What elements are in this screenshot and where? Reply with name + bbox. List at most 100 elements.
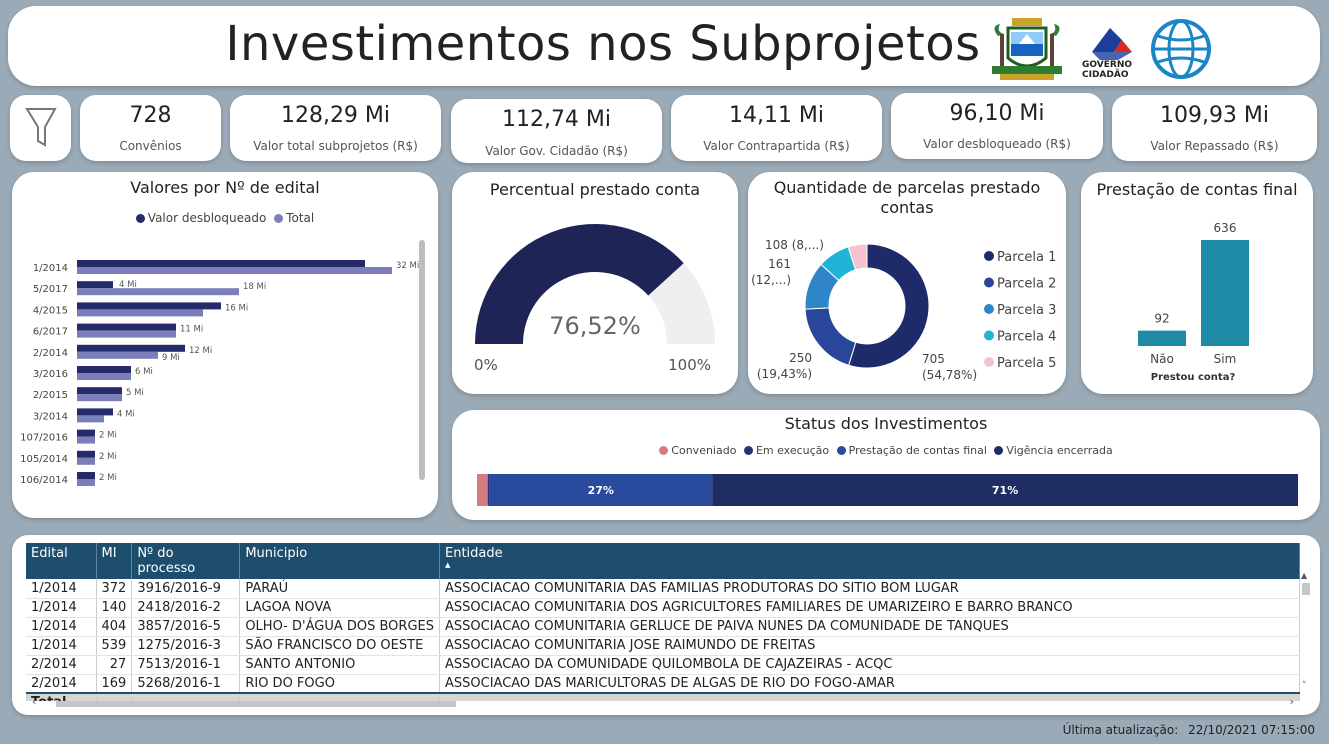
bar-total xyxy=(77,479,95,486)
scroll-thumb[interactable] xyxy=(1302,583,1310,595)
edital-chart-card: Valores por Nº de edital Valor desbloque… xyxy=(12,172,438,518)
legend-dot-vigencia xyxy=(994,446,1004,455)
legend-label-execucao: Em execução xyxy=(755,444,830,457)
donut-data-label: 705 xyxy=(922,352,945,366)
bar-data-label: 2 Mi xyxy=(99,431,117,441)
gauge-fill-arc xyxy=(475,224,684,344)
table-total-row: Total xyxy=(26,692,1300,701)
edital-category-label: 3/2014 xyxy=(33,411,68,422)
edital-category-label: 2/2014 xyxy=(33,348,68,359)
legend-dot xyxy=(984,357,994,367)
bar-total xyxy=(77,415,104,423)
final-bar xyxy=(1138,330,1186,346)
col-header-mi[interactable]: MI xyxy=(96,543,133,579)
sort-ascending-icon: ▲ xyxy=(444,561,451,569)
scroll-down-icon[interactable]: ˅ xyxy=(1302,681,1307,691)
table-vertical-scrollbar[interactable]: ▲ ˅ xyxy=(1301,571,1311,691)
table-row[interactable]: 1/2014 140 2418/2016-2 LAGOA NOVA ASSOCI… xyxy=(26,598,1300,618)
legend-label: Parcela 5 xyxy=(997,356,1056,371)
table-row[interactable]: 1/2014 372 3916/2016-9 PARAÚ ASSOCIACAO … xyxy=(26,579,1300,599)
data-table: Edital MI Nº do processo Municipio Entid… xyxy=(26,543,1300,701)
edital-category-label: 3/2016 xyxy=(33,369,68,380)
legend-dot-prestacao xyxy=(836,446,846,455)
table-viewport[interactable]: Edital MI Nº do processo Municipio Entid… xyxy=(26,543,1300,701)
legend-label: Parcela 4 xyxy=(997,330,1056,345)
final-bar-chart: 92 Não 636 Sim Prestou conta? xyxy=(1138,221,1249,383)
table-row[interactable]: 1/2014 539 1275/2016-3 SÃO FRANCISCO DO … xyxy=(26,636,1300,656)
legend-dot-conveniado xyxy=(659,446,669,455)
legend-dot xyxy=(984,251,994,261)
filter-button[interactable] xyxy=(10,95,71,161)
gauge-title: Percentual prestado conta xyxy=(489,180,701,199)
bar-data-label: 9 Mi xyxy=(162,353,180,363)
cell-municipio: SÃO FRANCISCO DO OESTE xyxy=(239,636,440,656)
bar-data-label: 11 Mi xyxy=(180,325,203,335)
gauge-value-label: 76,52% xyxy=(549,312,641,340)
legend-label-prestacao: Prestação de contas final xyxy=(848,444,987,457)
donut-data-label: (54,78%) xyxy=(922,368,977,382)
scroll-right-icon[interactable]: › xyxy=(1289,695,1294,708)
bar-desbloqueado xyxy=(77,472,95,479)
cell-processo: 5268/2016-1 xyxy=(131,674,241,694)
edital-category-label: 2/2015 xyxy=(33,390,68,401)
final-bar-value-label: 636 xyxy=(1214,221,1237,235)
kpi-value: 112,74 Mi xyxy=(501,107,612,132)
legend-dot xyxy=(984,304,994,314)
table-row[interactable]: 2/2014 27 7513/2016-1 SANTO ANTONIO ASSO… xyxy=(26,655,1300,675)
cell-mi: 404 xyxy=(96,617,133,637)
scroll-up-icon[interactable]: ▲ xyxy=(1301,571,1308,580)
bar-desbloqueado xyxy=(77,281,113,289)
edital-scrollbar[interactable] xyxy=(419,240,425,480)
edital-category-label: 107/2016 xyxy=(20,433,68,444)
col-header-processo[interactable]: Nº do processo xyxy=(131,543,241,579)
cell-processo: 7513/2016-1 xyxy=(131,655,241,675)
col-header-municipio[interactable]: Municipio xyxy=(239,543,440,579)
cell-mi: 140 xyxy=(96,598,133,618)
kpi-valor-gov: 112,74 Mi Valor Gov. Cidadão (R$) xyxy=(451,99,662,163)
status-data-label: 71% xyxy=(992,484,1018,497)
final-axis-label: Prestou conta? xyxy=(1151,372,1236,383)
cell-edital: 1/2014 xyxy=(26,579,97,599)
bar-total xyxy=(77,351,158,359)
donut-card: Quantidade de parcelas prestado contas 7… xyxy=(748,172,1066,394)
cell-entidade: ASSOCIACAO COMUNITARIA DOS AGRICULTORES … xyxy=(439,598,1300,618)
legend-dot-execucao xyxy=(743,446,753,455)
table-row[interactable]: 1/2014 404 3857/2016-5 OLHO- D'ÁGUA DOS … xyxy=(26,617,1300,637)
bar-desbloqueado xyxy=(77,344,185,352)
table-horizontal-scrollbar[interactable]: ‹ › xyxy=(26,695,1300,709)
cell-municipio: RIO DO FOGO xyxy=(239,674,440,694)
edital-category-label: 6/2017 xyxy=(33,327,68,338)
status-bar-segment xyxy=(489,474,713,506)
donut-slice xyxy=(847,243,868,271)
status-stacked-bar: 27% 71% xyxy=(477,474,1298,506)
bar-data-label: 6 Mi xyxy=(135,367,153,377)
edital-bar-chart: 1/2014 32 Mi 5/2017 18 Mi 4/2015 16 Mi 6/2017 1… xyxy=(20,260,419,486)
scroll-thumb-horizontal[interactable] xyxy=(56,701,456,707)
table-row[interactable]: 2/2014 169 5268/2016-1 RIO DO FOGO ASSOC… xyxy=(26,674,1300,694)
col-header-edital[interactable]: Edital xyxy=(26,543,97,579)
page-title: Investimentos nos Subprojetos xyxy=(225,16,981,72)
governo-cidadao-text-2: CIDADÃO xyxy=(1082,70,1129,80)
bar-data-label: 2 Mi xyxy=(99,473,117,483)
donut-slice xyxy=(804,307,857,366)
legend-dot-desbloqueado xyxy=(135,214,145,223)
legend-dot xyxy=(984,277,994,288)
data-table-card: Edital MI Nº do processo Municipio Entid… xyxy=(12,535,1320,715)
bar-total xyxy=(77,267,392,274)
bar-total xyxy=(77,288,239,296)
donut-chart: 705 (54,78%) 250 (19,43%) 161 (12,...) 108 (8,… xyxy=(751,238,1056,382)
kpi-value: 14,11 Mi xyxy=(728,103,825,128)
col-header-entidade[interactable]: Entidade ▲ xyxy=(439,543,1300,579)
kpi-desbloqueado: 96,10 Mi Valor desbloqueado (R$) xyxy=(891,93,1103,159)
bar-total xyxy=(77,330,176,338)
gauge-remaining-arc xyxy=(648,263,715,344)
kpi-label: Valor total subprojetos (R$) xyxy=(253,139,418,153)
scroll-left-icon[interactable]: ‹ xyxy=(32,695,37,708)
final-chart-title: Prestação de contas final xyxy=(1096,180,1298,199)
cell-mi: 539 xyxy=(96,636,133,656)
cell-entidade: ASSOCIACAO COMUNITARIA GERLUCE DE PAIVA … xyxy=(439,617,1300,637)
cell-entidade: ASSOCIACAO DAS MARICULTORAS DE ALGAS DE … xyxy=(439,674,1300,694)
donut-data-label: (12,...) xyxy=(751,273,791,287)
kpi-convenios: 728 Convênios xyxy=(80,95,221,161)
cell-edital: 1/2014 xyxy=(26,636,97,656)
